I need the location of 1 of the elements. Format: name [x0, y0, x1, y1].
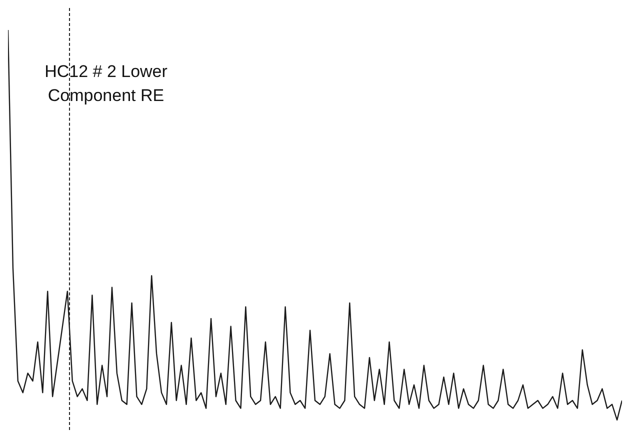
text: HC12 # 2 Lower Component RE — [44, 61, 168, 107]
